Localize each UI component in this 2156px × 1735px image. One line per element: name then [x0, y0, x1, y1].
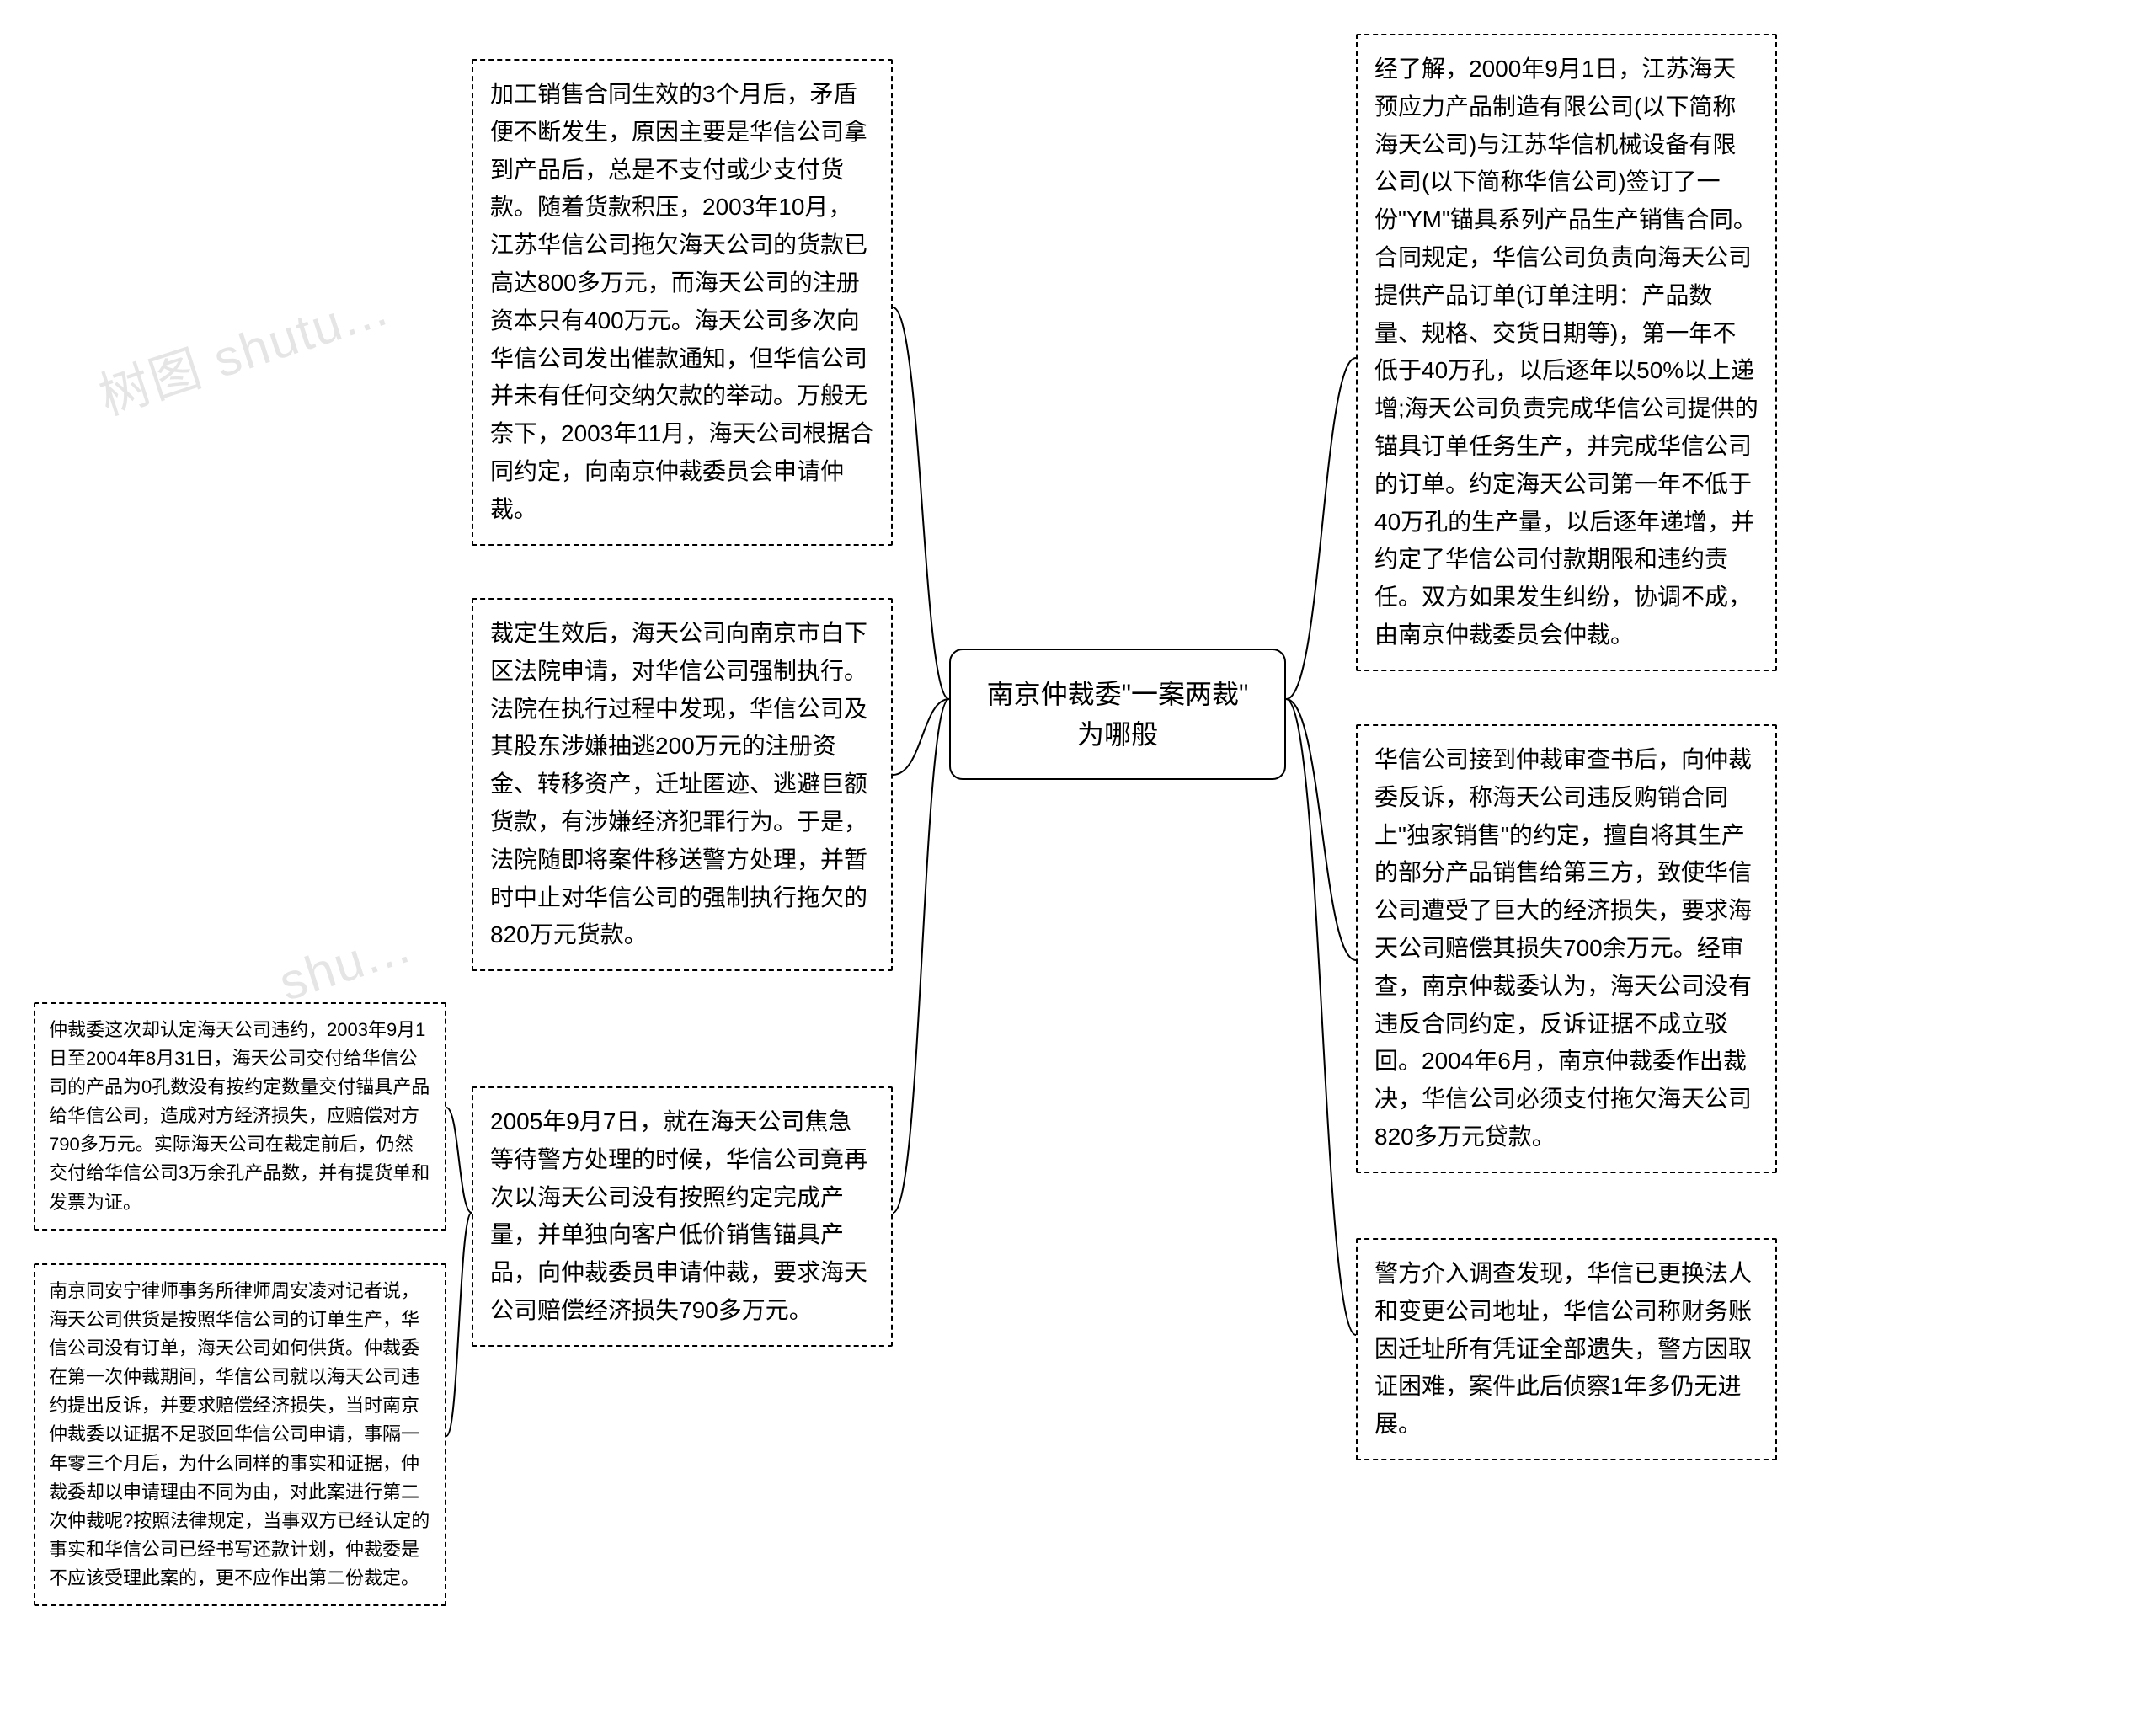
node-text: 华信公司接到仲裁审查书后，向仲裁委反诉，称海天公司违反购销合同上"独家销售"的约…: [1374, 746, 1752, 1150]
node-left-1: 加工销售合同生效的3个月后，矛盾便不断发生，原因主要是华信公司拿到产品后，总是不…: [472, 59, 893, 546]
node-text: 仲裁委这次却认定海天公司违约，2003年9月1日至2004年8月31日，海天公司…: [49, 1019, 430, 1213]
node-left-3a: 仲裁委这次却认定海天公司违约，2003年9月1日至2004年8月31日，海天公司…: [34, 1002, 446, 1231]
node-left-2: 裁定生效后，海天公司向南京市白下区法院申请，对华信公司强制执行。法院在执行过程中…: [472, 598, 893, 971]
node-text: 加工销售合同生效的3个月后，矛盾便不断发生，原因主要是华信公司拿到产品后，总是不…: [490, 81, 873, 522]
watermark: 树图 shutu...: [88, 267, 396, 430]
center-topic-text: 南京仲裁委"一案两裁"为哪般: [987, 679, 1249, 750]
node-right-3: 警方介入调查发现，华信已更换法人和变更公司地址，华信公司称财务账因迁址所有凭证全…: [1356, 1238, 1777, 1460]
node-text: 2005年9月7日，就在海天公司焦急等待警方处理的时候，华信公司竟再次以海天公司…: [490, 1108, 867, 1323]
node-left-3: 2005年9月7日，就在海天公司焦急等待警方处理的时候，华信公司竟再次以海天公司…: [472, 1086, 893, 1347]
node-text: 南京同安宁律师事务所律师周安凌对记者说，海天公司供货是按照华信公司的订单生产，华…: [49, 1280, 430, 1588]
node-right-1: 经了解，2000年9月1日，江苏海天预应力产品制造有限公司(以下简称海天公司)与…: [1356, 34, 1777, 671]
node-right-2: 华信公司接到仲裁审查书后，向仲裁委反诉，称海天公司违反购销合同上"独家销售"的约…: [1356, 724, 1777, 1173]
node-text: 裁定生效后，海天公司向南京市白下区法院申请，对华信公司强制执行。法院在执行过程中…: [490, 620, 867, 948]
node-left-3b: 南京同安宁律师事务所律师周安凌对记者说，海天公司供货是按照华信公司的订单生产，华…: [34, 1263, 446, 1606]
watermark: shu...: [272, 916, 417, 1012]
center-topic: 南京仲裁委"一案两裁"为哪般: [949, 649, 1286, 780]
node-text: 警方介入调查发现，华信已更换法人和变更公司地址，华信公司称财务账因迁址所有凭证全…: [1374, 1260, 1752, 1437]
node-text: 经了解，2000年9月1日，江苏海天预应力产品制造有限公司(以下简称海天公司)与…: [1374, 56, 1758, 648]
